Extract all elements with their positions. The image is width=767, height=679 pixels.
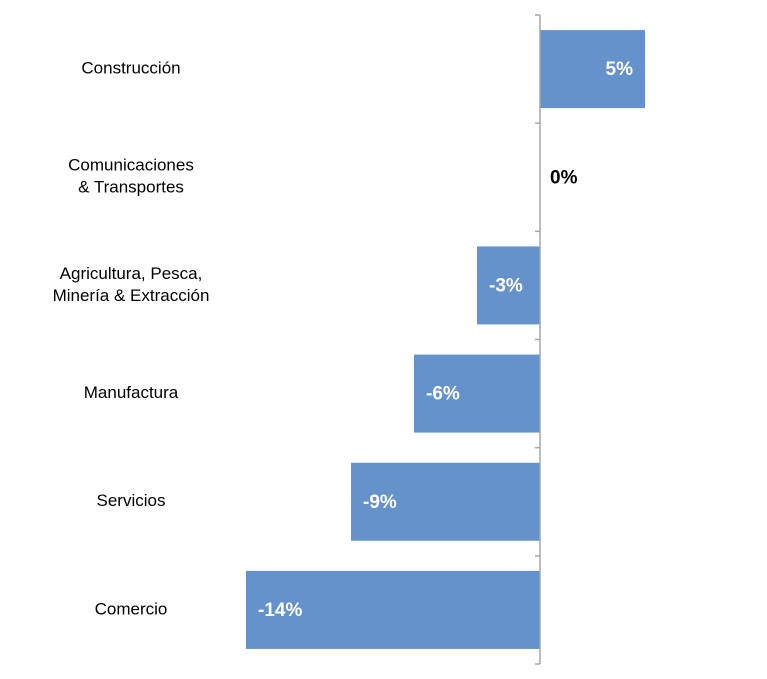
value-label-1: 0% [550,167,578,188]
value-label-5: -14% [258,600,302,621]
category-label-0: Construcción [81,59,180,78]
category-label-line: Agricultura, Pesca, [60,264,203,283]
category-label-line: & Transportes [78,178,184,197]
value-label-4: -9% [363,492,397,513]
bar-3 [414,354,540,433]
category-label-line: Comunicaciones [68,156,194,175]
category-label-line: Construcción [81,59,180,78]
category-label-line: Manufactura [84,383,179,402]
bar-4 [351,462,540,541]
value-labels: 5% 0% -3% -6% -9% -14% [258,59,633,621]
category-axis [535,14,541,665]
category-label-line: Servicios [97,491,166,510]
value-label-2: -3% [489,275,523,296]
category-label-line: Minería & Extracción [53,286,210,305]
value-label-3: -6% [426,384,460,405]
bar-0 [540,30,645,109]
bar-2 [477,246,540,325]
bar-5 [246,570,540,649]
category-label-5: Comercio [95,599,168,618]
category-label-4: Servicios [97,491,166,510]
bars-group [246,30,645,649]
category-label-3: Manufactura [84,383,179,402]
category-label-line: Comercio [95,599,168,618]
category-labels: Construcción Comunicaciones & Transportes A… [53,59,210,619]
value-label-0: 5% [606,59,634,80]
category-label-2: Agricultura, Pesca, Minería & Extracción [53,264,210,305]
category-label-1: Comunicaciones & Transportes [68,156,194,197]
